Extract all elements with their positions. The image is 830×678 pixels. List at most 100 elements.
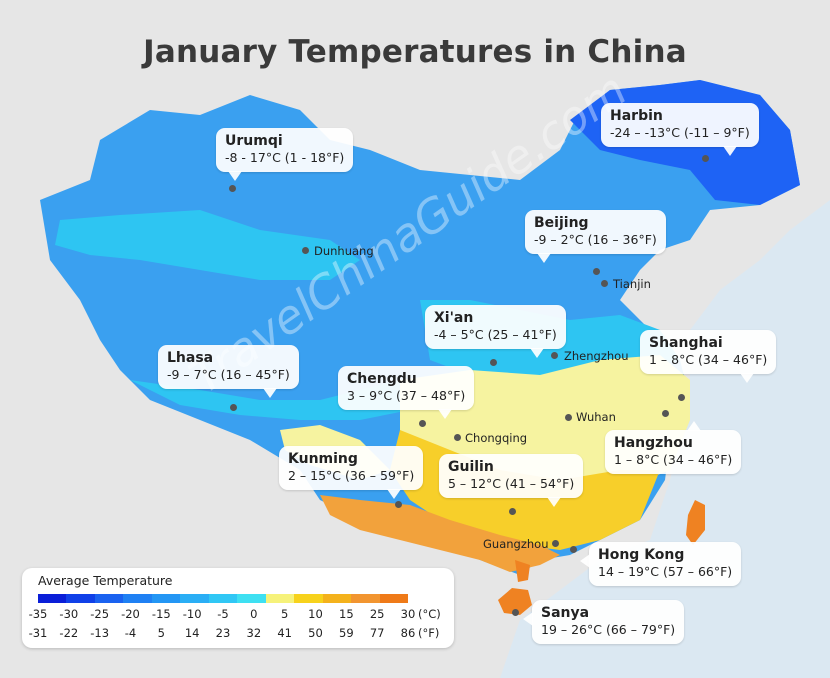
legend-swatch [180, 594, 209, 603]
harbin-temp: -24 – -13°C (-11 – 9°F) [610, 125, 750, 140]
kunming-name: Kunming [288, 451, 358, 467]
sanya-temp: 19 – 26°C (66 – 79°F) [541, 622, 676, 637]
legend-swatch [208, 594, 238, 603]
guangzhou-label: Guangzhou [483, 537, 549, 551]
legend-tick-celsius: -25 [90, 607, 110, 621]
callout-lhasa: Lhasa -9 – 7°C (16 – 45°F) [158, 345, 299, 398]
legend-tick-celsius: -20 [121, 607, 140, 621]
legend-swatch [237, 594, 266, 603]
legend-tick-celsius: 30 [400, 607, 416, 621]
guilin-dot [509, 508, 516, 515]
wuhan-label: Wuhan [576, 410, 616, 424]
chongqing-label: Chongqing [465, 431, 528, 445]
kunming-dot [395, 501, 402, 508]
legend-swatch [151, 594, 181, 603]
hangzhou-dot [662, 410, 669, 417]
xian-name: Xi'an [434, 310, 474, 326]
legend-tick-fahrenheit: -4 [124, 626, 137, 640]
zhengzhou-label: Zhengzhou [564, 349, 629, 363]
legend-tick-celsius: 5 [280, 607, 289, 621]
temperature-legend: Average Temperature -35 -30 -25 -20 -15 -10 -5… [22, 568, 454, 648]
dunhuang-label: Dunhuang [314, 244, 374, 258]
legend-tick-fahrenheit: 32 [246, 626, 262, 640]
zone-hot [320, 495, 560, 572]
xian-temp: -4 – 5°C (25 – 41°F) [434, 327, 557, 342]
callout-sanya: Sanya 19 – 26°C (66 – 79°F) [522, 600, 685, 644]
harbin-dot [702, 155, 709, 162]
page-title: January Temperatures in China [143, 34, 687, 70]
legend-tick-fahrenheit: 86 [400, 626, 416, 640]
tianjin-dot [601, 280, 608, 287]
guilin-name: Guilin [448, 459, 494, 475]
legend-swatch [94, 594, 124, 603]
shanghai-name: Shanghai [649, 335, 723, 351]
beijing-temp: -9 – 2°C (16 – 36°F) [534, 232, 657, 247]
xian-dot [490, 359, 497, 366]
lhasa-temp: -9 – 7°C (16 – 45°F) [167, 367, 290, 382]
shanghai-dot [678, 394, 685, 401]
hongkong-name: Hong Kong [598, 547, 685, 563]
legend-tick-celsius: -15 [151, 607, 171, 621]
callout-hongkong: Hong Kong 14 – 19°C (57 – 66°F) [579, 542, 742, 586]
chengdu-temp: 3 – 9°C (37 – 48°F) [347, 388, 466, 403]
zone-cool-south-tibet [130, 380, 410, 420]
beijing-name: Beijing [534, 215, 589, 231]
legend-tick-fahrenheit: 23 [215, 626, 231, 640]
legend-tick-fahrenheit: -13 [90, 626, 110, 640]
hongkong-temp: 14 – 19°C (57 – 66°F) [598, 564, 733, 579]
legend-tick-fahrenheit: -22 [59, 626, 79, 640]
zhengzhou-dot [551, 352, 558, 359]
legend-tick-celsius: 0 [250, 607, 258, 621]
guangzhou-dot [552, 540, 559, 547]
chengdu-dot [419, 420, 426, 427]
hainan-island [498, 588, 532, 615]
legend-swatch [265, 594, 295, 603]
beijing-dot [593, 268, 600, 275]
callout-hangzhou: Hangzhou 1 – 8°C (34 – 46°F) [605, 421, 742, 474]
callout-beijing: Beijing -9 – 2°C (16 – 36°F) [525, 210, 666, 263]
sanya-dot [512, 609, 519, 616]
legend-tick-fahrenheit: -31 [28, 626, 48, 640]
callout-kunming: Kunming 2 – 15°C (36 – 59°F) [279, 446, 424, 499]
legend-tick-celsius: -30 [59, 607, 79, 621]
legend-tick-celsius: 15 [339, 607, 354, 621]
legend-tick-celsius: -10 [182, 607, 202, 621]
lhasa-name: Lhasa [167, 350, 214, 366]
hangzhou-name: Hangzhou [614, 435, 693, 451]
kunming-temp: 2 – 15°C (36 – 59°F) [288, 468, 415, 483]
legend-swatch [379, 594, 409, 603]
callout-shanghai: Shanghai 1 – 8°C (34 – 46°F) [640, 330, 777, 383]
sanya-name: Sanya [541, 605, 590, 621]
legend-tick-celsius: 10 [308, 607, 323, 621]
shanghai-temp: 1 – 8°C (34 – 46°F) [649, 352, 768, 367]
chongqing-dot [454, 434, 461, 441]
legend-unit-celsius: (°C) [418, 607, 441, 621]
legend-tick-fahrenheit: 41 [277, 626, 292, 640]
zone-cool-west [55, 210, 360, 280]
legend-unit-fahrenheit: (°F) [418, 626, 440, 640]
chengdu-name: Chengdu [347, 371, 417, 387]
legend-tick-fahrenheit: 5 [157, 626, 165, 640]
callout-guilin: Guilin 5 – 12°C (41 – 54°F) [439, 454, 584, 507]
leizhou-peninsula [515, 560, 530, 582]
legend-tick-fahrenheit: 14 [184, 626, 200, 640]
legend-tick-fahrenheit: 77 [369, 626, 385, 640]
guilin-temp: 5 – 12°C (41 – 54°F) [448, 476, 575, 491]
hongkong-dot [570, 546, 577, 553]
dunhuang-dot [302, 247, 309, 254]
legend-swatch [66, 594, 95, 603]
legend-color-scale [38, 594, 409, 603]
harbin-name: Harbin [610, 108, 663, 124]
legend-tick-celsius: -5 [217, 607, 229, 621]
urumqi-dot [229, 185, 236, 192]
callout-harbin: Harbin -24 – -13°C (-11 – 9°F) [601, 103, 759, 156]
legend-tick-fahrenheit: 50 [308, 626, 323, 640]
legend-swatch [123, 594, 152, 603]
legend-tick-celsius: 25 [369, 607, 385, 621]
urumqi-name: Urumqi [225, 133, 283, 149]
legend-swatch [351, 594, 380, 603]
legend-swatch [294, 594, 323, 603]
callout-xian: Xi'an -4 – 5°C (25 – 41°F) [425, 305, 566, 358]
legend-tick-fahrenheit: 59 [339, 626, 354, 640]
